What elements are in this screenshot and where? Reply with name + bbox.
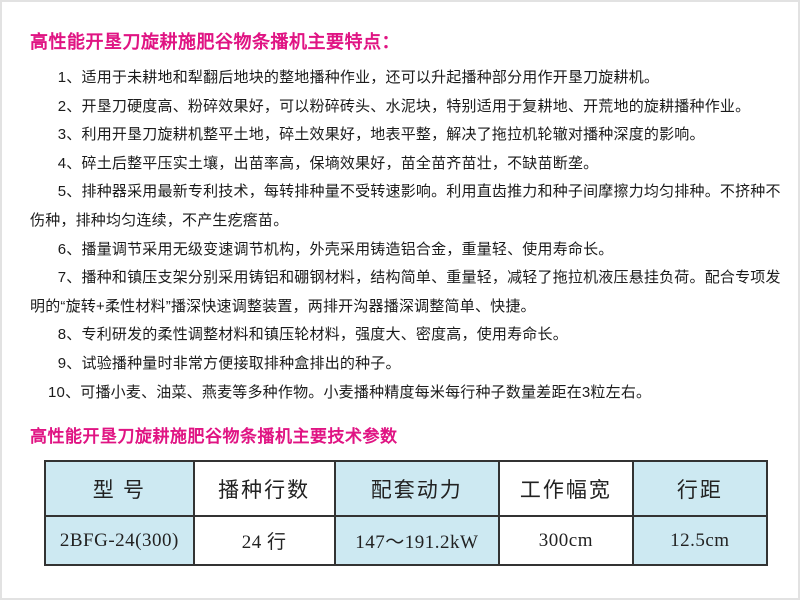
feature-item: 9、试验播种量时非常方便接取排种盒排出的种子。 <box>57 354 401 372</box>
specs-table: 型 号播种行数 配套动力 工作幅宽 行距 2BFG-24(300) 24 行 147～19… <box>44 460 769 567</box>
specs-cell: 2BFG-24(300) <box>44 515 195 567</box>
features-title: 高性能开垦刀旋耕施肥谷物条播机主要特点： <box>30 32 400 52</box>
specs-cell: 300cm <box>498 515 634 567</box>
feature-item: 5、排种器采用最新专利技术，每转排种量不受转速影响。利用直齿推力和种子间摩擦力均… <box>30 183 781 229</box>
feature-item: 8、专利研发的柔性调整材料和镇压轮材料，强度大、密度高，使用寿命长。 <box>57 326 568 344</box>
specs-header-row: 型 号播种行数 配套动力 工作幅宽 行距 <box>44 460 769 518</box>
feature-item: 6、播量调节采用无级变速调节机构，外壳采用铸造铝合金，重量轻、使用寿命长。 <box>57 240 614 258</box>
features-list: 1、适用于未耕地和犁翻后地块的整地播种作业，还可以升起播种部分用作开垦刀旋耕机。… <box>30 64 784 407</box>
feature-item: 10、可播小麦、油菜、燕麦等多种作物。小麦播种精度每米每行种子数量差距在3粒左右… <box>48 383 652 401</box>
specs-title: 高性能开垦刀旋耕施肥谷物条播机主要技术参数 <box>30 427 398 447</box>
specs-cell: 12.5cm <box>631 515 769 567</box>
specs-cell: 24 行 <box>192 515 336 567</box>
specs-col-header: 型 号 <box>44 460 195 518</box>
specs-cell: 147～191.2kW <box>333 515 501 567</box>
specs-col-header: 配套动力 <box>333 460 501 518</box>
specs-col-header: 工作幅宽 <box>498 460 634 518</box>
specs-col-header: 行距 <box>631 460 769 518</box>
feature-item: 2、开垦刀硬度高、粉碎效果好，可以粉碎砖头、水泥块，特别适用于复耕地、开荒地的旋… <box>57 97 751 115</box>
feature-item: 7、播种和镇压支架分别采用铸铝和硼钢材料，结构简单、重量轻，减轻了拖拉机液压悬挂… <box>30 269 781 315</box>
specs-data-row: 2BFG-24(300) 24 行 147～191.2kW 300cm 12.5cm <box>44 515 769 567</box>
specs-col-header: 播种行数 <box>192 460 336 518</box>
feature-item: 1、适用于未耕地和犁翻后地块的整地播种作业，还可以升起播种部分用作开垦刀旋耕机。 <box>57 69 660 86</box>
feature-item: 4、碎土后整平压实土壤，出苗率高，保墒效果好，苗全苗齐苗壮，不缺苗断垄。 <box>57 154 599 172</box>
feature-item: 3、利用开垦刀旋耕机整平土地，碎土效果好，地表平整，解决了拖拉机轮辙对播种深度的… <box>57 126 705 144</box>
